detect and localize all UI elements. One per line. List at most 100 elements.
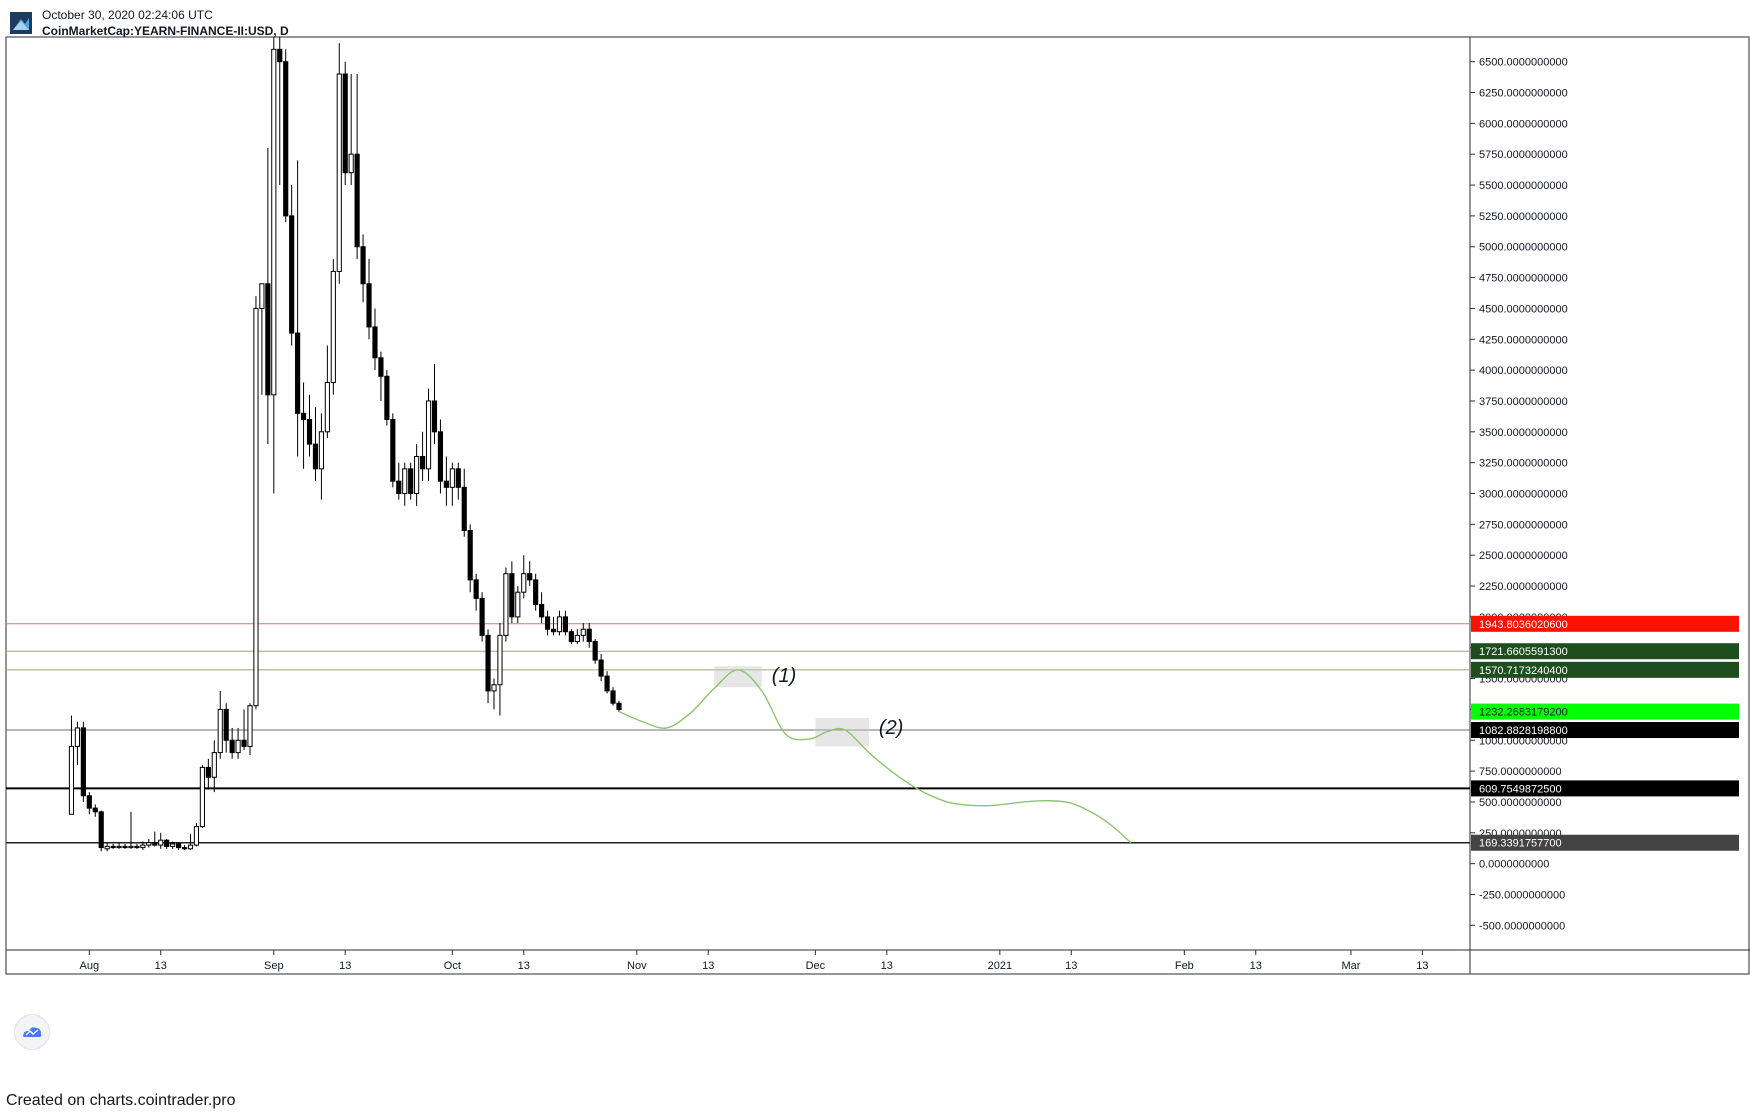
candle-body[interactable] — [390, 418, 396, 482]
candle-body[interactable] — [289, 215, 295, 334]
candle-body[interactable] — [544, 616, 551, 630]
candle-body[interactable] — [223, 708, 229, 741]
candle-body[interactable] — [455, 468, 461, 488]
candle-body[interactable] — [402, 468, 408, 494]
candle-body[interactable] — [556, 616, 563, 633]
level-price-badge[interactable] — [1471, 643, 1739, 660]
candle-body[interactable] — [217, 708, 223, 754]
candle-body[interactable] — [497, 634, 503, 686]
candle-body[interactable] — [610, 690, 616, 704]
candle-body[interactable] — [396, 480, 402, 495]
candle-body[interactable] — [372, 326, 378, 359]
candle-body[interactable] — [586, 628, 592, 643]
candle-body[interactable] — [74, 727, 80, 747]
level-price-badge[interactable] — [1471, 834, 1739, 851]
candle-body[interactable] — [271, 48, 277, 396]
candle-body[interactable] — [449, 468, 455, 488]
candle-body[interactable] — [348, 153, 354, 174]
candle-body[interactable] — [253, 307, 259, 707]
candle-body[interactable] — [366, 283, 372, 328]
candle-body[interactable] — [104, 845, 110, 850]
candle-body[interactable] — [152, 842, 158, 846]
candle-body[interactable] — [568, 631, 574, 643]
candle-body[interactable] — [330, 270, 336, 383]
level-price-badge[interactable] — [1471, 703, 1739, 720]
candle-body[interactable] — [414, 455, 420, 494]
projection-zone[interactable] — [714, 666, 762, 688]
candle-body[interactable] — [80, 727, 86, 797]
candle-body[interactable] — [420, 455, 426, 470]
candle-body[interactable] — [580, 628, 586, 636]
candle-body[interactable] — [306, 418, 313, 445]
candle-body[interactable] — [574, 634, 580, 643]
candle-body[interactable] — [539, 604, 545, 618]
candle-body[interactable] — [134, 845, 140, 849]
candle-body[interactable] — [336, 73, 342, 272]
candle-body[interactable] — [68, 745, 75, 815]
candle-body[interactable] — [437, 431, 444, 482]
candle-body[interactable] — [616, 702, 622, 710]
candle-body[interactable] — [342, 73, 348, 174]
candle-body[interactable] — [283, 61, 289, 217]
candle-body[interactable] — [312, 443, 319, 470]
candle-body[interactable] — [324, 381, 330, 433]
candle-body[interactable] — [259, 283, 265, 309]
candle-body[interactable] — [199, 766, 205, 828]
candle-body[interactable] — [295, 332, 301, 414]
candle-body[interactable] — [128, 845, 134, 849]
candle-body[interactable] — [521, 573, 527, 593]
level-price-badge[interactable] — [1471, 661, 1739, 678]
candle-body[interactable] — [146, 842, 152, 846]
candle-body[interactable] — [86, 795, 92, 809]
candle-body[interactable] — [592, 641, 598, 661]
candle-body[interactable] — [205, 766, 211, 778]
candle-body[interactable] — [193, 826, 200, 846]
candle-body[interactable] — [598, 659, 604, 677]
tradingview-cloud-icon[interactable] — [14, 1014, 50, 1050]
candle-body[interactable] — [187, 844, 194, 850]
candle-body[interactable] — [509, 573, 515, 618]
candle-body[interactable] — [425, 400, 432, 470]
candle-body[interactable] — [491, 684, 497, 692]
candle-body[interactable] — [300, 412, 307, 420]
candle-body[interactable] — [550, 628, 557, 633]
candle-body[interactable] — [92, 807, 98, 813]
level-price-badge[interactable] — [1471, 615, 1739, 632]
candle-body[interactable] — [384, 375, 390, 420]
candle-body[interactable] — [277, 48, 283, 63]
candle-body[interactable] — [98, 811, 104, 849]
candle-body[interactable] — [378, 357, 384, 377]
candle-body[interactable] — [235, 739, 241, 754]
candle-body[interactable] — [110, 845, 116, 849]
candle-body[interactable] — [318, 431, 324, 470]
candle-body[interactable] — [562, 616, 568, 633]
projection-line[interactable] — [618, 669, 1132, 844]
candle-body[interactable] — [265, 283, 271, 396]
candle-body[interactable] — [140, 844, 146, 849]
candle-body[interactable] — [354, 153, 360, 248]
level-price-badge[interactable] — [1471, 722, 1739, 739]
candle-body[interactable] — [479, 597, 485, 636]
candle-body[interactable] — [527, 573, 533, 581]
candle-body[interactable] — [408, 468, 414, 494]
level-price-badge[interactable] — [1471, 780, 1739, 797]
candle-body[interactable] — [503, 573, 509, 636]
candle-body[interactable] — [229, 739, 235, 754]
candle-body[interactable] — [604, 675, 610, 692]
candle-body[interactable] — [122, 845, 128, 849]
candle-body[interactable] — [170, 843, 176, 847]
candle-body[interactable] — [241, 739, 247, 747]
candle-body[interactable] — [533, 579, 539, 606]
candle-body[interactable] — [247, 705, 253, 747]
candle-body[interactable] — [164, 839, 170, 847]
candle-body[interactable] — [181, 847, 188, 850]
candle-body[interactable] — [116, 845, 122, 849]
candle-body[interactable] — [485, 634, 491, 692]
candle-body[interactable] — [211, 752, 217, 778]
candle-body[interactable] — [443, 480, 449, 488]
candle-body[interactable] — [176, 843, 182, 849]
candle-body[interactable] — [360, 246, 366, 285]
candle-body[interactable] — [431, 400, 438, 433]
projection-zone[interactable] — [815, 718, 869, 747]
